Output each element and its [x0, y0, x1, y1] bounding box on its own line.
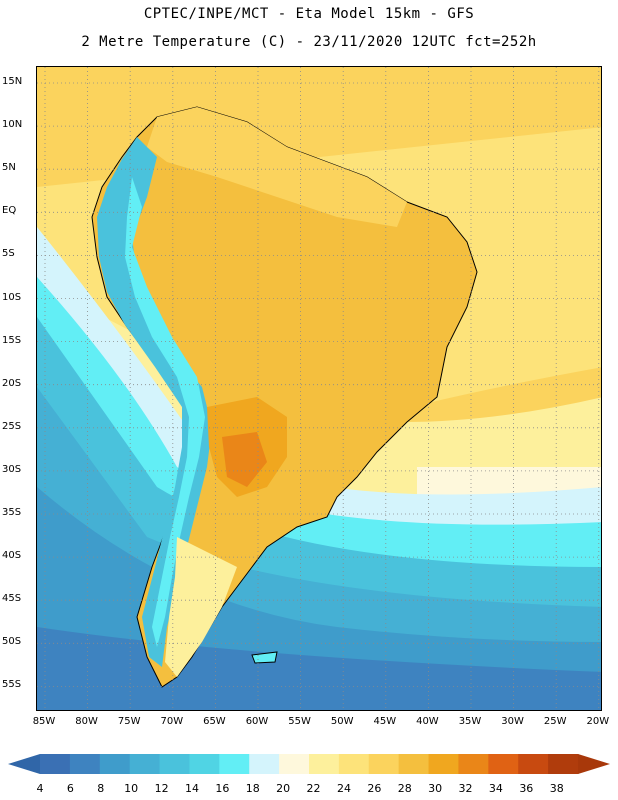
colorbar-tick-label: 12	[154, 782, 169, 795]
colorbar-tick-label: 6	[66, 782, 74, 795]
andes-cold-zone	[97, 137, 212, 667]
colorbar-swatch	[338, 754, 370, 774]
colorbar-tick-label: 18	[245, 782, 260, 795]
longitude-tick-label: 55W	[288, 716, 311, 727]
colorbar-swatch	[518, 754, 549, 774]
latitude-tick-label: 15S	[2, 334, 22, 346]
colorbar-swatch	[398, 754, 430, 774]
colorbar-swatch	[548, 754, 579, 774]
colorbar-swatch	[189, 754, 220, 774]
latitude-tick-label: 5S	[2, 248, 15, 260]
colorbar-swatch	[69, 754, 101, 774]
colorbar-swatch	[428, 754, 459, 774]
colorbar-swatch	[309, 754, 340, 774]
colorbar	[8, 754, 610, 774]
temperature-map	[36, 66, 602, 711]
colorbar-swatch	[40, 754, 71, 774]
hotspot	[222, 432, 267, 487]
longitude-tick-label: 30W	[501, 716, 524, 727]
colorbar-under-arrow	[8, 754, 40, 774]
colorbar-swatch	[488, 754, 519, 774]
colorbar-tick-label: 22	[306, 782, 321, 795]
colorbar-swatch	[458, 754, 489, 774]
colorbar-tick-label: 16	[215, 782, 230, 795]
latitude-tick-label: 55S	[2, 679, 22, 691]
latitude-tick-label: 25S	[2, 420, 22, 432]
longitude-tick-label: 40W	[416, 716, 439, 727]
colorbar-tick-label: 38	[549, 782, 564, 795]
colorbar-swatch	[219, 754, 250, 774]
colorbar-tick-label: 26	[367, 782, 382, 795]
colorbar-swatch	[279, 754, 310, 774]
latitude-tick-label: 30S	[2, 463, 22, 475]
map-subtitle: 2 Metre Temperature (C) - 23/11/2020 12U…	[81, 34, 537, 50]
colorbar-tick-label: 30	[428, 782, 443, 795]
colorbar-tick-label: 36	[519, 782, 534, 795]
colorbar-tick-label: 4	[36, 782, 44, 795]
ocean-band	[37, 227, 601, 531]
colorbar-tick-label: 32	[458, 782, 473, 795]
longitude-tick-label: 20W	[586, 716, 610, 727]
latitude-tick-label: 5N	[2, 162, 16, 174]
colorbar-swatch	[129, 754, 161, 774]
latitude-tick-label: 40S	[2, 550, 22, 562]
colorbar-tick-label: 8	[97, 782, 105, 795]
andes-highland	[125, 177, 205, 647]
map-canvas	[37, 67, 601, 710]
colorbar-swatch	[159, 754, 190, 774]
longitude-tick-label: 85W	[32, 716, 56, 727]
colorbar-tick-label: 28	[397, 782, 412, 795]
longitude-tick-label: 35W	[458, 716, 482, 727]
colorbar-swatch	[249, 754, 280, 774]
latitude-tick-label: 10S	[2, 291, 22, 303]
longitude-tick-label: 70W	[160, 716, 184, 727]
latitude-tick-label: 45S	[2, 593, 22, 605]
island	[251, 651, 278, 664]
patagonia-zone	[165, 537, 237, 677]
longitude-tick-label: 45W	[373, 716, 397, 727]
longitude-tick-label: 80W	[75, 716, 98, 727]
latitude-tick-label: 10N	[2, 119, 23, 131]
latitude-tick-label: EQ	[2, 205, 17, 217]
colorbar-over-arrow	[578, 754, 610, 774]
latitude-tick-label: 20S	[2, 377, 22, 389]
northern-land	[147, 107, 407, 227]
colorbar-tick-label: 14	[184, 782, 199, 795]
colorbar-swatch	[99, 754, 131, 774]
longitude-tick-label: 25W	[543, 716, 567, 727]
colorbar-tick-label: 24	[336, 782, 351, 795]
latitude-tick-label: 15N	[2, 76, 23, 87]
colorbar-tick-label: 34	[488, 782, 503, 795]
longitude-tick-label: 50W	[330, 716, 354, 727]
latitude-tick-label: 50S	[2, 636, 22, 648]
longitude-tick-label: 75W	[117, 716, 141, 727]
colorbar-tick-label: 20	[276, 782, 291, 795]
map-title: CPTEC/INPE/MCT - Eta Model 15km - GFS	[143, 6, 475, 22]
latitude-tick-label: 35S	[2, 507, 22, 518]
colorbar-swatch	[368, 754, 400, 774]
longitude-tick-label: 65W	[203, 716, 226, 727]
longitude-tick-label: 60W	[245, 716, 269, 727]
colorbar-tick-label: 10	[124, 782, 139, 795]
